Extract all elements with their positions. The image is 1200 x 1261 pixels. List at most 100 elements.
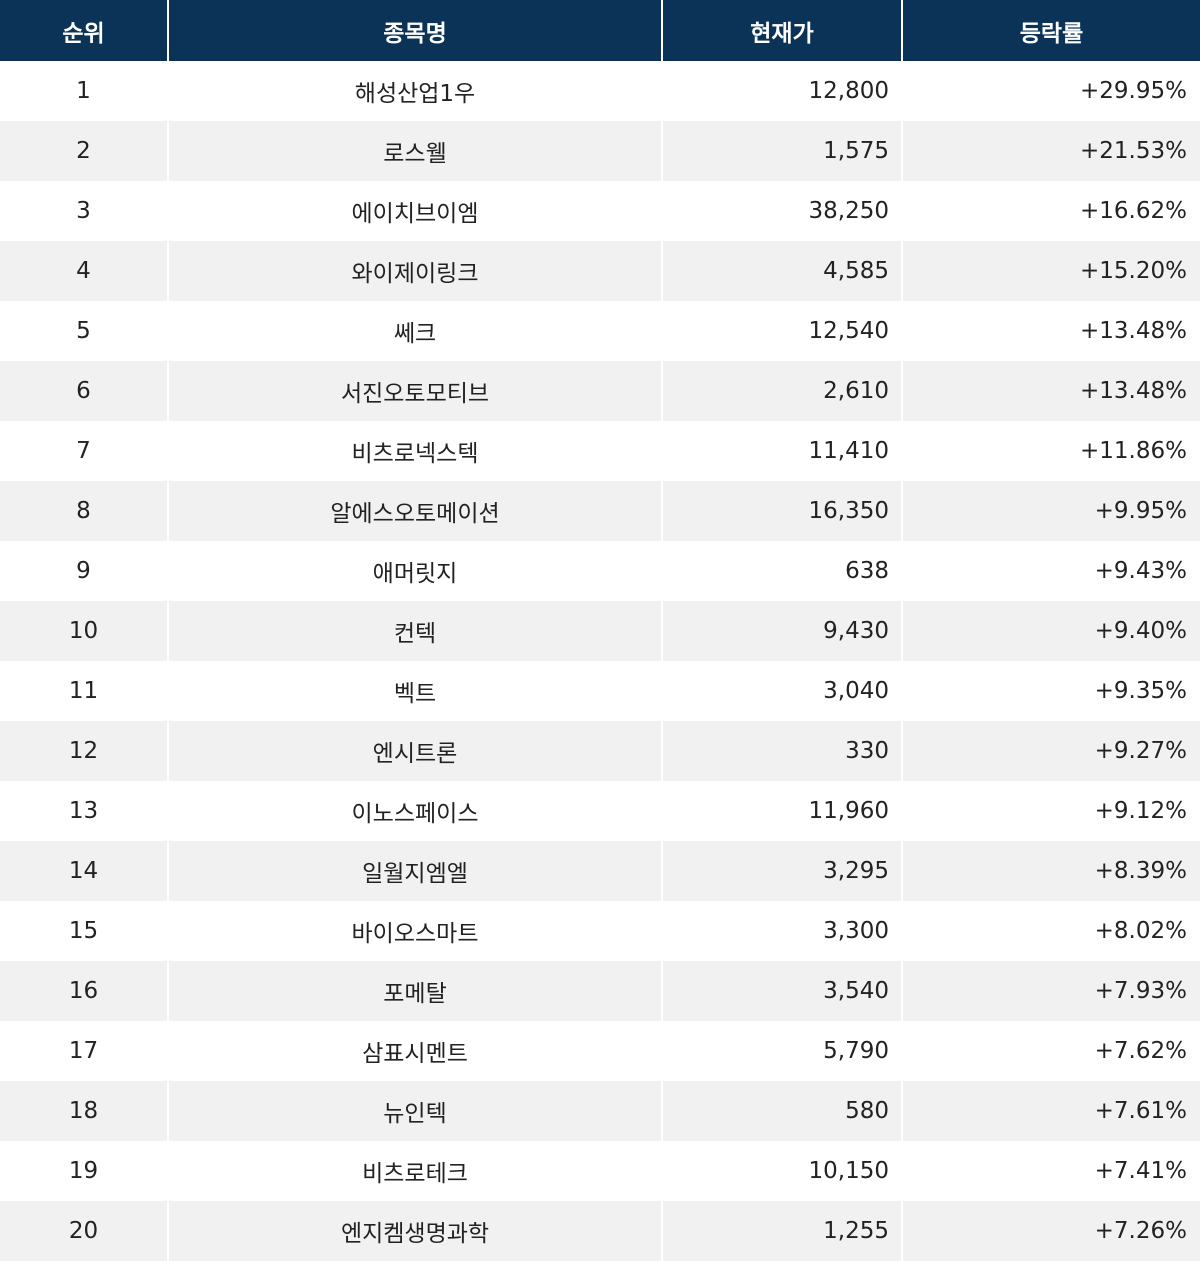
table-cell: 7	[0, 421, 169, 481]
table-cell: 쎄크	[169, 301, 663, 361]
table-cell: 12,540	[663, 301, 903, 361]
table-cell: 11,960	[663, 781, 903, 841]
table-cell: 2,610	[663, 361, 903, 421]
table-cell: +9.27%	[903, 721, 1200, 781]
table-cell: 바이오스마트	[169, 901, 663, 961]
table-cell: +13.48%	[903, 301, 1200, 361]
table-cell: 8	[0, 481, 169, 541]
table-cell: 13	[0, 781, 169, 841]
table-cell: 3,300	[663, 901, 903, 961]
table-cell: 10,150	[663, 1141, 903, 1201]
table-cell: 6	[0, 361, 169, 421]
table-cell: 19	[0, 1141, 169, 1201]
table-cell: 2	[0, 121, 169, 181]
table-cell: 16	[0, 961, 169, 1021]
table-cell: 16,350	[663, 481, 903, 541]
table-cell: 비츠로테크	[169, 1141, 663, 1201]
table-cell: 638	[663, 541, 903, 601]
header-cell: 등락률	[903, 0, 1200, 61]
table-cell: +7.61%	[903, 1081, 1200, 1141]
table-cell: 9	[0, 541, 169, 601]
table-cell: +7.41%	[903, 1141, 1200, 1201]
table-cell: 1,255	[663, 1201, 903, 1261]
table-cell: 해성산업1우	[169, 61, 663, 121]
table-cell: 애머릿지	[169, 541, 663, 601]
table-cell: 컨텍	[169, 601, 663, 661]
table-cell: 20	[0, 1201, 169, 1261]
table-row: 14 일월지엠엘 3,295 +8.39%	[0, 841, 1200, 901]
table-cell: 비츠로넥스텍	[169, 421, 663, 481]
table-cell: 1,575	[663, 121, 903, 181]
table-cell: 12,800	[663, 61, 903, 121]
table-row: 13 이노스페이스 11,960 +9.12%	[0, 781, 1200, 841]
table-cell: 삼표시멘트	[169, 1021, 663, 1081]
table-cell: 4	[0, 241, 169, 301]
table-row: 9 애머릿지 638 +9.43%	[0, 541, 1200, 601]
table-row: 2 로스웰 1,575 +21.53%	[0, 121, 1200, 181]
table-row: 15 바이오스마트 3,300 +8.02%	[0, 901, 1200, 961]
table-cell: +9.43%	[903, 541, 1200, 601]
table-cell: +9.12%	[903, 781, 1200, 841]
table-cell: 10	[0, 601, 169, 661]
table-cell: 3	[0, 181, 169, 241]
table-row: 17 삼표시멘트 5,790 +7.62%	[0, 1021, 1200, 1081]
table-row: 16 포메탈 3,540 +7.93%	[0, 961, 1200, 1021]
table-cell: 5,790	[663, 1021, 903, 1081]
table-cell: 알에스오토메이션	[169, 481, 663, 541]
table-cell: +7.93%	[903, 961, 1200, 1021]
table-cell: 12	[0, 721, 169, 781]
header-cell: 현재가	[663, 0, 903, 61]
table-row: 6 서진오토모티브 2,610 +13.48%	[0, 361, 1200, 421]
table-cell: +9.40%	[903, 601, 1200, 661]
table-row: 5 쎄크 12,540 +13.48%	[0, 301, 1200, 361]
table-cell: +8.02%	[903, 901, 1200, 961]
table-cell: 330	[663, 721, 903, 781]
header-cell: 종목명	[169, 0, 663, 61]
table-row: 3 에이치브이엠 38,250 +16.62%	[0, 181, 1200, 241]
table-cell: +7.26%	[903, 1201, 1200, 1261]
header-cell: 순위	[0, 0, 169, 61]
table-cell: 일월지엠엘	[169, 841, 663, 901]
table-cell: +8.39%	[903, 841, 1200, 901]
table-cell: +21.53%	[903, 121, 1200, 181]
table-cell: 18	[0, 1081, 169, 1141]
table-cell: 38,250	[663, 181, 903, 241]
table-cell: 15	[0, 901, 169, 961]
header-row: 순위 종목명 현재가 등락률	[0, 0, 1200, 61]
table-row: 12 엔시트론 330 +9.27%	[0, 721, 1200, 781]
table-cell: 1	[0, 61, 169, 121]
table-cell: 17	[0, 1021, 169, 1081]
table-cell: +9.35%	[903, 661, 1200, 721]
table-cell: 벡트	[169, 661, 663, 721]
table-cell: +9.95%	[903, 481, 1200, 541]
table-cell: 5	[0, 301, 169, 361]
table-cell: 3,295	[663, 841, 903, 901]
table-cell: 580	[663, 1081, 903, 1141]
table-cell: 로스웰	[169, 121, 663, 181]
table-cell: +15.20%	[903, 241, 1200, 301]
table-row: 8 알에스오토메이션 16,350 +9.95%	[0, 481, 1200, 541]
table-row: 4 와이제이링크 4,585 +15.20%	[0, 241, 1200, 301]
table-row: 7 비츠로넥스텍 11,410 +11.86%	[0, 421, 1200, 481]
table-cell: 엔시트론	[169, 721, 663, 781]
table-cell: 3,040	[663, 661, 903, 721]
table-row: 20 엔지켐생명과학 1,255 +7.26%	[0, 1201, 1200, 1261]
table-cell: 3,540	[663, 961, 903, 1021]
table-row: 1 해성산업1우 12,800 +29.95%	[0, 61, 1200, 121]
table-cell: 11	[0, 661, 169, 721]
table-cell: +11.86%	[903, 421, 1200, 481]
table-cell: +7.62%	[903, 1021, 1200, 1081]
table-row: 19 비츠로테크 10,150 +7.41%	[0, 1141, 1200, 1201]
table-row: 10 컨텍 9,430 +9.40%	[0, 601, 1200, 661]
table-cell: 에이치브이엠	[169, 181, 663, 241]
table-cell: 9,430	[663, 601, 903, 661]
table-cell: +29.95%	[903, 61, 1200, 121]
table-row: 11 벡트 3,040 +9.35%	[0, 661, 1200, 721]
table-cell: 엔지켐생명과학	[169, 1201, 663, 1261]
table-cell: 와이제이링크	[169, 241, 663, 301]
table-cell: 서진오토모티브	[169, 361, 663, 421]
table-cell: 14	[0, 841, 169, 901]
table-row: 18 뉴인텍 580 +7.61%	[0, 1081, 1200, 1141]
